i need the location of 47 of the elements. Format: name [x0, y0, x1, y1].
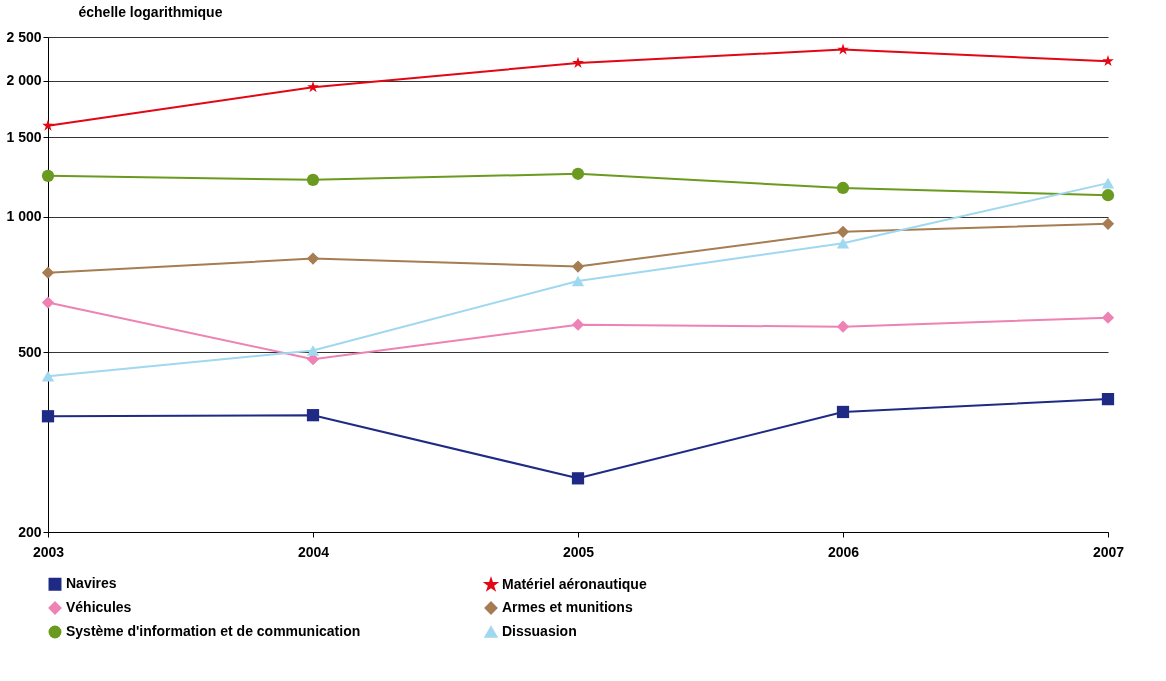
point [41, 266, 55, 279]
point [41, 410, 55, 423]
legend-label: Système d'information et de communication [66, 623, 361, 639]
point [306, 173, 320, 186]
point [571, 260, 585, 273]
x-tick-label: 2005 [562, 543, 595, 560]
y-tick-label: 1 000 [6, 208, 42, 225]
point [836, 181, 850, 195]
point [571, 472, 585, 485]
y-tick-label: 2 500 [6, 28, 42, 45]
point [41, 370, 55, 382]
point [1102, 55, 1114, 67]
point [42, 119, 54, 131]
legend-label: Armes et munitions [502, 599, 633, 615]
legend-label: Navires [66, 575, 117, 592]
point [306, 252, 320, 265]
y-tick-label: 2 000 [6, 72, 42, 89]
point [1101, 311, 1115, 324]
point [571, 318, 585, 331]
point [41, 169, 55, 182]
point [836, 405, 850, 419]
x-tick-label: 2007 [1092, 543, 1125, 560]
legend-label: Véhicules [66, 599, 132, 615]
point [1101, 189, 1115, 202]
point [1101, 392, 1115, 406]
y-tick-label: 500 [18, 343, 42, 360]
point [41, 296, 55, 309]
point [836, 237, 850, 249]
x-tick-label: 2003 [32, 543, 65, 560]
point [837, 43, 849, 55]
point [836, 320, 850, 333]
y-tick-label: 1 500 [6, 128, 42, 145]
point [571, 275, 585, 287]
y-tick-label: 200 [18, 523, 42, 540]
x-tick-label: 2004 [297, 543, 330, 560]
point [836, 225, 850, 238]
y-axis-title: échelle logarithmique [78, 3, 223, 20]
point [306, 409, 320, 422]
point [1101, 217, 1115, 230]
legend-label: Dissuasion [502, 623, 577, 639]
point [1101, 177, 1115, 189]
legend-label: Matériel aéronautique [502, 575, 647, 592]
point [571, 167, 585, 180]
point [306, 345, 320, 356]
point [307, 81, 319, 93]
x-tick-label: 2006 [827, 543, 860, 560]
point [572, 56, 584, 68]
